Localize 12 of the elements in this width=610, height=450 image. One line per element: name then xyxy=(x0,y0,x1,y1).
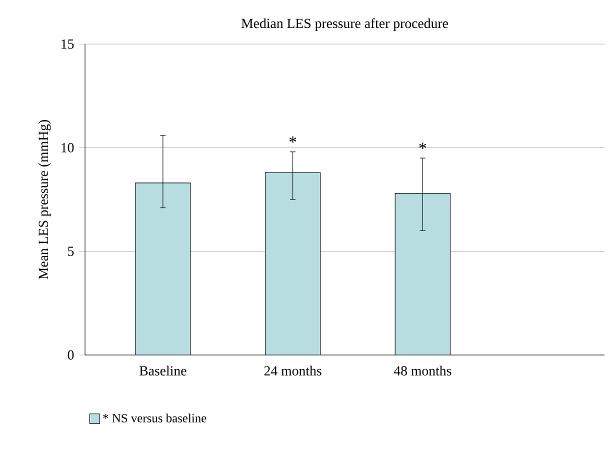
legend-label: * NS versus baseline xyxy=(103,414,206,422)
x-tick-label: Baseline xyxy=(140,366,186,376)
chart-title: Median LES pressure after procedure xyxy=(241,18,448,31)
x-tick-label: 24 months xyxy=(264,366,322,376)
y-tick-label: 0 xyxy=(68,350,74,360)
y-tick-label: 10 xyxy=(62,143,74,152)
x-tick-label: 48 months xyxy=(394,366,452,376)
data-label: * xyxy=(419,142,426,149)
y-axis-title: Mean LES pressure (mmHg) xyxy=(38,120,51,280)
y-tick-label: 15 xyxy=(62,40,74,49)
y-tick-label: 5 xyxy=(68,246,74,256)
data-label: * xyxy=(289,136,296,143)
